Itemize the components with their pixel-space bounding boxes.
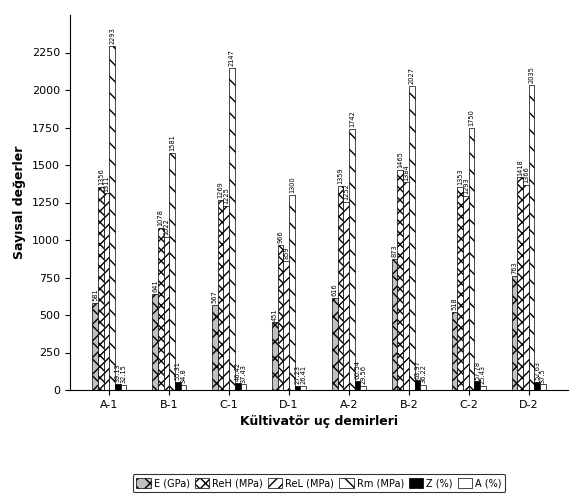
Bar [229, 68, 235, 390]
Text: 37.43: 37.43 [240, 364, 246, 382]
Text: 451: 451 [272, 308, 278, 320]
Bar [278, 245, 284, 390]
Text: 32.15: 32.15 [121, 364, 126, 384]
Text: 1418: 1418 [517, 159, 523, 176]
Text: 60.54: 60.54 [354, 360, 361, 379]
Text: 873: 873 [392, 244, 398, 257]
Text: 616: 616 [332, 283, 338, 296]
Bar [104, 194, 110, 390]
Text: 641: 641 [152, 280, 158, 292]
Bar [523, 185, 528, 390]
Text: 1252: 1252 [343, 184, 349, 200]
Text: 2293: 2293 [109, 28, 115, 44]
Bar [121, 385, 126, 390]
Text: 55.31: 55.31 [175, 361, 181, 380]
Bar [528, 84, 534, 390]
Bar [360, 386, 366, 390]
Text: 1384: 1384 [403, 164, 409, 180]
Bar [392, 259, 397, 390]
Bar [474, 382, 480, 390]
Legend: E (GPa), ReH (MPa), ReL (MPa), Rm (MPa), Z (%), A (%): E (GPa), ReH (MPa), ReL (MPa), Rm (MPa),… [132, 474, 506, 492]
Text: 1581: 1581 [169, 134, 175, 151]
Text: 966: 966 [277, 230, 284, 243]
Text: 52.63: 52.63 [534, 362, 540, 380]
Bar [469, 128, 474, 390]
Bar [540, 384, 546, 390]
Bar [169, 153, 175, 390]
Text: 518: 518 [451, 298, 458, 310]
Bar [223, 206, 229, 390]
Bar [158, 228, 164, 390]
Text: 1078: 1078 [158, 210, 164, 226]
Text: 25.43: 25.43 [480, 366, 486, 384]
Text: 1269: 1269 [218, 181, 224, 198]
Text: 1465: 1465 [397, 152, 403, 168]
Text: 27.23: 27.23 [295, 365, 300, 384]
Text: 1022: 1022 [164, 218, 169, 235]
Text: 1225: 1225 [223, 188, 229, 204]
Bar [343, 202, 349, 390]
Bar [284, 261, 289, 390]
Bar [295, 386, 300, 390]
Bar [332, 298, 338, 390]
Text: 1366: 1366 [523, 166, 529, 184]
Text: 63.97: 63.97 [414, 360, 420, 378]
Bar [409, 86, 415, 390]
Bar [180, 385, 186, 390]
Text: 1359: 1359 [338, 168, 343, 184]
Bar [92, 303, 98, 390]
Text: 29.56: 29.56 [360, 365, 366, 384]
Y-axis label: Sayısal değerler: Sayısal değerler [13, 146, 26, 259]
Text: 581: 581 [92, 288, 98, 301]
Bar [480, 386, 486, 390]
Bar [115, 384, 121, 390]
Text: 1293: 1293 [463, 178, 469, 194]
Text: 36.22: 36.22 [420, 364, 426, 383]
Bar [517, 178, 523, 390]
Bar [349, 128, 354, 390]
Bar [415, 380, 420, 390]
Bar [289, 195, 295, 390]
Text: 1356: 1356 [98, 168, 104, 185]
Bar [272, 322, 278, 390]
Text: 46.42: 46.42 [235, 362, 241, 381]
Text: 1742: 1742 [349, 110, 355, 127]
Text: 37.5: 37.5 [540, 368, 546, 382]
Text: 763: 763 [512, 261, 517, 274]
Text: 1353: 1353 [457, 168, 463, 185]
X-axis label: Kültivatör uç demirleri: Kültivatör uç demirleri [240, 416, 398, 428]
Bar [212, 305, 218, 390]
Bar [458, 187, 463, 390]
Bar [235, 383, 241, 390]
Text: 859: 859 [283, 246, 289, 260]
Bar [175, 382, 180, 390]
Bar [452, 312, 458, 390]
Text: 39.13: 39.13 [115, 364, 121, 382]
Text: 2027: 2027 [409, 67, 415, 84]
Text: 26.41: 26.41 [300, 365, 306, 384]
Text: 57.78: 57.78 [474, 360, 480, 380]
Bar [420, 384, 426, 390]
Bar [534, 382, 540, 390]
Text: 567: 567 [212, 290, 218, 303]
Text: 1311: 1311 [103, 175, 110, 192]
Bar [218, 200, 223, 390]
Text: 2147: 2147 [229, 50, 235, 66]
Bar [338, 186, 343, 390]
Bar [98, 186, 104, 390]
Bar [164, 236, 169, 390]
Bar [397, 170, 403, 390]
Text: 1300: 1300 [289, 176, 295, 193]
Bar [241, 384, 246, 390]
Text: 1750: 1750 [469, 109, 474, 126]
Bar [512, 276, 517, 390]
Bar [354, 381, 360, 390]
Bar [152, 294, 158, 390]
Text: 34.8: 34.8 [180, 368, 187, 383]
Bar [110, 46, 115, 390]
Bar [300, 386, 306, 390]
Bar [463, 196, 469, 390]
Text: 2035: 2035 [528, 66, 535, 83]
Bar [403, 182, 409, 390]
